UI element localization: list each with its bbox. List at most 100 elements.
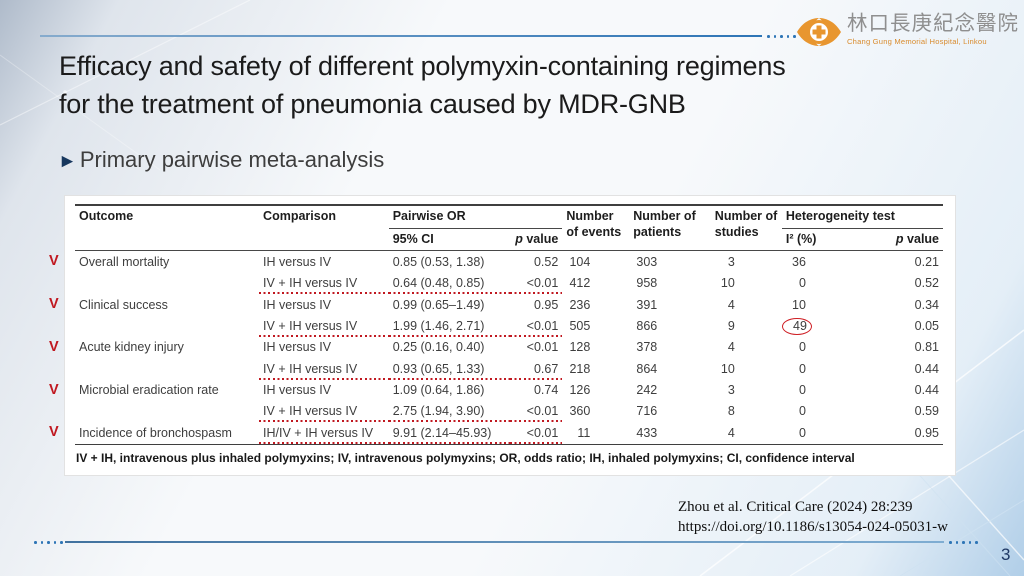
table-header: Outcome Comparison Pairwise OR Number of… — [75, 205, 943, 252]
cell-i2: 0 — [798, 404, 806, 419]
cell-95ci: 0.25 (0.16, 0.40) — [392, 340, 485, 355]
cell-heterogeneity-p: 0.44 — [914, 361, 939, 376]
header-dotted-accent — [767, 35, 796, 38]
outcome-label: Incidence of bronchospasm — [79, 425, 232, 440]
outcome-label: Microbial eradication rate — [79, 383, 219, 397]
hospital-name-english: Chang Gung Memorial Hospital, Linkou — [847, 36, 987, 46]
cell-outcome — [75, 315, 259, 336]
cell-comparison: IV + IH versus IV — [259, 400, 389, 423]
cell-95ci: 1.99 (1.46, 2.71) — [388, 315, 511, 337]
cell-events: 104 — [569, 254, 591, 269]
header-p-value: p value — [510, 228, 563, 252]
cell-studies: 8 — [727, 404, 735, 419]
cell-p-value: <0.01 — [510, 400, 563, 423]
footer-divider-line — [65, 541, 944, 543]
page-number: 3 — [1001, 545, 1011, 564]
cell-patients: 433 — [629, 422, 711, 445]
cell-i2: 10 — [792, 297, 806, 312]
table-row: V Microbial eradication rate IH versus IV… — [49, 380, 943, 401]
cell-95ci: 1.09 (0.64, 1.86) — [392, 383, 485, 397]
red-check-mark: V — [49, 296, 59, 312]
cell-patients: 864 — [636, 361, 658, 376]
cell-95ci: 0.64 (0.48, 0.85) — [388, 272, 511, 294]
slide-title-line2: for the treatment of pneumonia caused by… — [59, 89, 686, 120]
header-number-of-events: Number of events — [562, 205, 630, 252]
citation-reference: Zhou et al. Critical Care (2024) 28:239 — [678, 499, 913, 515]
cell-studies: 9 — [727, 318, 735, 333]
footer-dotted-accent-left — [34, 541, 63, 544]
red-check-mark: V — [49, 338, 59, 355]
outcome-label: Overall mortality — [79, 254, 170, 269]
cell-p-value: <0.01 — [510, 422, 563, 445]
cell-outcome — [75, 273, 259, 294]
cell-95ci: 0.85 (0.53, 1.38) — [392, 254, 485, 269]
cell-studies: 4 — [727, 297, 735, 312]
hospital-name-chinese: 林口長庚紀念醫院 — [847, 12, 1019, 35]
cell-studies: 3 — [727, 254, 735, 269]
cell-p-value: 0.67 — [510, 358, 563, 380]
cell-studies: 10 — [720, 276, 735, 291]
hospital-logo-text: 林口長庚紀念醫院 Chang Gung Memorial Hospital, L… — [847, 12, 1019, 46]
cell-events: 218 — [569, 361, 591, 376]
cell-heterogeneity-p: 0.05 — [914, 318, 939, 333]
bullet-arrow-icon: ► — [58, 151, 77, 172]
cell-studies: 4 — [710, 422, 782, 445]
header-comparison: Comparison — [259, 205, 389, 252]
cell-i2: 36 — [792, 254, 806, 269]
cell-events: 505 — [569, 318, 591, 333]
cell-p-value: <0.01 — [510, 315, 563, 337]
cell-95ci: 9.91 (2.14–45.93) — [388, 422, 511, 445]
cell-outcome: V Overall mortality — [49, 251, 259, 273]
cell-heterogeneity-p: 0.59 — [914, 404, 939, 419]
cell-patients: 378 — [636, 340, 658, 355]
cell-events: 360 — [569, 404, 591, 419]
cell-comparison: IV + IH versus IV — [259, 272, 389, 294]
table-row: V Incidence of bronchospasm IH/IV + IH ve… — [49, 422, 943, 445]
cell-p-value: 0.52 — [533, 254, 559, 269]
cell-comparison: IH/IV + IH versus IV — [259, 422, 389, 445]
table-row: IV + IH versus IV 0.93 (0.65, 1.33) 0.67… — [75, 358, 943, 380]
results-table-panel: Outcome Comparison Pairwise OR Number of… — [49, 195, 956, 476]
cell-patients: 958 — [636, 276, 658, 291]
cell-i2: 0 — [798, 340, 806, 355]
citation-doi-link[interactable]: https://doi.org/10.1186/s13054-024-05031… — [678, 519, 948, 536]
cell-patients: 242 — [636, 383, 658, 397]
cell-outcome: V Clinical success — [49, 294, 259, 315]
cell-comparison: IV + IH versus IV — [259, 358, 389, 380]
cell-comparison: IH versus IV — [263, 254, 332, 269]
cell-p-value: 0.74 — [533, 383, 559, 397]
cell-comparison: IH versus IV — [263, 340, 332, 355]
cell-outcome: V Microbial eradication rate — [49, 380, 259, 401]
meta-analysis-table: Outcome Comparison Pairwise OR Number of… — [49, 204, 943, 445]
footer-dotted-accent-right — [949, 541, 978, 544]
cell-heterogeneity-p: 0.34 — [914, 297, 939, 312]
cell-i2: 0 — [798, 361, 806, 376]
header-outcome: Outcome — [75, 205, 260, 252]
header-heterogeneity-test: Heterogeneity test — [781, 205, 943, 229]
cell-heterogeneity-p: 0.95 — [878, 422, 943, 445]
header-95ci: 95% CI — [388, 228, 511, 252]
header-number-of-studies: Number of studies — [710, 205, 782, 252]
cell-p-value: <0.01 — [510, 272, 563, 294]
cell-i2: 0 — [781, 422, 879, 445]
table-body: V Overall mortality IH versus IV 0.85 (0.… — [49, 251, 943, 445]
cell-outcome — [75, 401, 259, 422]
table-row: IV + IH versus IV 0.64 (0.48, 0.85) <0.0… — [75, 272, 943, 294]
table-row: V Acute kidney injury IH versus IV 0.25 (… — [49, 337, 943, 358]
outcome-label: Clinical success — [79, 297, 168, 312]
cell-events: 236 — [569, 297, 591, 312]
cell-comparison: IH versus IV — [263, 383, 332, 397]
cell-i2: 0 — [798, 276, 806, 291]
cell-heterogeneity-p: 0.52 — [914, 276, 939, 291]
cell-events: 128 — [569, 340, 591, 355]
cell-events: 412 — [569, 276, 591, 291]
header-i2-percent: I² (%) — [781, 228, 879, 252]
header-heterogeneity-p-value: p value — [878, 228, 943, 252]
table-row: IV + IH versus IV 2.75 (1.94, 3.90) <0.0… — [75, 400, 943, 423]
section-bullet: ► Primary pairwise meta-analysis — [58, 147, 384, 173]
table-row: V Overall mortality IH versus IV 0.85 (0.… — [49, 251, 943, 273]
cell-95ci: 0.99 (0.65–1.49) — [392, 297, 485, 312]
outcome-label: Acute kidney injury — [79, 340, 184, 355]
table-row: IV + IH versus IV 1.99 (1.46, 2.71) <0.0… — [75, 315, 943, 337]
